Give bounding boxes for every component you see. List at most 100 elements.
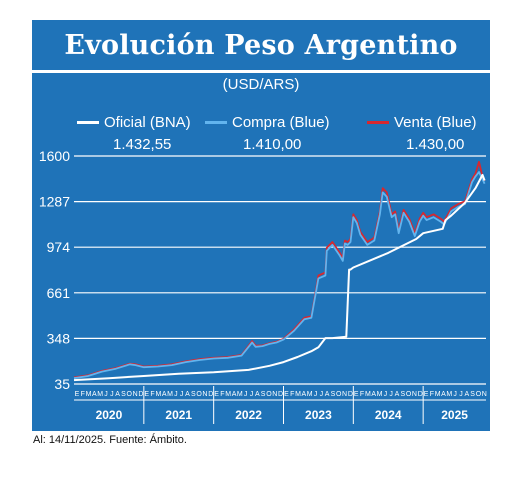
title-bar: Evolución Peso Argentino: [32, 20, 490, 73]
month-tick-label: J: [110, 391, 114, 398]
month-tick-label: J: [384, 391, 388, 398]
month-tick-label: E: [284, 391, 289, 398]
legend-swatch-compra: [205, 120, 227, 124]
legend-label-venta: Venta (Blue): [394, 113, 477, 131]
month-tick-label: S: [261, 391, 266, 398]
year-label: 2023: [305, 408, 332, 422]
month-tick-label: D: [278, 391, 283, 398]
y-tick-label: 974: [47, 239, 71, 255]
month-tick-label: M: [377, 391, 383, 398]
value-compra: 1.410,00: [243, 136, 302, 153]
month-tick-label: N: [412, 391, 417, 398]
legend-swatch-oficial: [77, 120, 99, 124]
month-tick-label: S: [121, 391, 126, 398]
month-tick-label: O: [336, 391, 342, 398]
month-tick-label: J: [459, 391, 463, 398]
series-venta-line: [73, 160, 486, 379]
month-tick-label: S: [470, 391, 475, 398]
chart-card: Evolución Peso Argentino (USD/ARS) Ofici…: [32, 20, 490, 431]
month-tick-label: N: [342, 391, 347, 398]
y-tick-label: 1287: [39, 194, 70, 210]
month-tick-label: A: [162, 391, 167, 398]
chart-title: Evolución Peso Argentino: [64, 29, 458, 61]
month-tick-label: J: [174, 391, 178, 398]
legend-label-compra: Compra (Blue): [232, 113, 330, 131]
source-footer: Al: 14/11/2025. Fuente: Ámbito.: [33, 434, 187, 446]
month-tick-label: M: [97, 391, 103, 398]
month-tick-label: D: [348, 391, 353, 398]
year-label: 2024: [375, 408, 402, 422]
legend-oficial: Oficial (BNA): [77, 112, 191, 132]
year-label: 2020: [96, 408, 123, 422]
series-oficial-line: [73, 173, 486, 382]
month-tick-label: J: [244, 391, 248, 398]
month-tick-label: M: [435, 391, 441, 398]
month-tick-label: F: [430, 391, 434, 398]
month-tick-label: J: [453, 391, 457, 398]
month-tick-label: N: [133, 391, 138, 398]
month-tick-label: D: [138, 391, 143, 398]
month-tick-label: F: [360, 391, 364, 398]
year-label: 2021: [165, 408, 192, 422]
month-tick-label: A: [185, 391, 190, 398]
month-tick-label: N: [272, 391, 277, 398]
month-tick-label: M: [155, 391, 161, 398]
month-tick-label: A: [325, 391, 330, 398]
month-tick-label: A: [115, 391, 120, 398]
y-tick-label: 1600: [39, 148, 70, 164]
month-tick-label: D: [418, 391, 423, 398]
month-tick-label: A: [441, 391, 446, 398]
legend-label-oficial: Oficial (BNA): [104, 113, 191, 131]
month-tick-label: M: [446, 391, 452, 398]
month-tick-label: A: [232, 391, 237, 398]
y-tick-label: 661: [47, 285, 71, 301]
month-tick-label: A: [255, 391, 260, 398]
month-tick-label: D: [208, 391, 213, 398]
month-tick-label: A: [371, 391, 376, 398]
value-oficial: 1.432,55: [113, 136, 172, 153]
month-tick-label: A: [92, 391, 97, 398]
month-tick-label: A: [395, 391, 400, 398]
month-tick-label: M: [167, 391, 173, 398]
year-label: 2022: [235, 408, 262, 422]
year-label: 2025: [441, 408, 468, 422]
month-tick-label: N: [482, 391, 487, 398]
month-tick-label: M: [307, 391, 313, 398]
legend-venta: Venta (Blue): [367, 112, 477, 132]
month-tick-label: M: [86, 391, 92, 398]
month-tick-label: E: [424, 391, 429, 398]
month-tick-label: A: [464, 391, 469, 398]
month-tick-label: S: [331, 391, 336, 398]
month-tick-label: M: [365, 391, 371, 398]
month-tick-label: J: [250, 391, 254, 398]
y-tick-label: 35: [54, 376, 70, 392]
month-tick-label: F: [150, 391, 154, 398]
month-tick-label: E: [354, 391, 359, 398]
month-tick-label: E: [144, 391, 149, 398]
month-tick-label: O: [406, 391, 412, 398]
month-tick-label: J: [314, 391, 318, 398]
month-tick-label: S: [191, 391, 196, 398]
month-tick-label: J: [389, 391, 393, 398]
month-tick-label: F: [81, 391, 85, 398]
month-tick-label: E: [75, 391, 80, 398]
month-tick-label: S: [400, 391, 405, 398]
month-tick-label: O: [476, 391, 482, 398]
month-tick-label: J: [320, 391, 324, 398]
series-compra-line: [73, 171, 486, 380]
chart-subtitle: (USD/ARS): [222, 76, 300, 93]
month-tick-label: M: [225, 391, 231, 398]
y-tick-label: 348: [47, 330, 71, 346]
month-tick-label: E: [214, 391, 219, 398]
month-tick-label: O: [127, 391, 133, 398]
month-tick-label: A: [302, 391, 307, 398]
month-tick-label: O: [266, 391, 272, 398]
month-tick-label: J: [104, 391, 108, 398]
month-tick-label: O: [196, 391, 202, 398]
month-tick-label: J: [180, 391, 184, 398]
value-venta: 1.430,00: [406, 136, 465, 153]
legend-swatch-venta: [367, 120, 389, 124]
month-tick-label: M: [237, 391, 243, 398]
legend-compra: Compra (Blue): [205, 112, 330, 132]
